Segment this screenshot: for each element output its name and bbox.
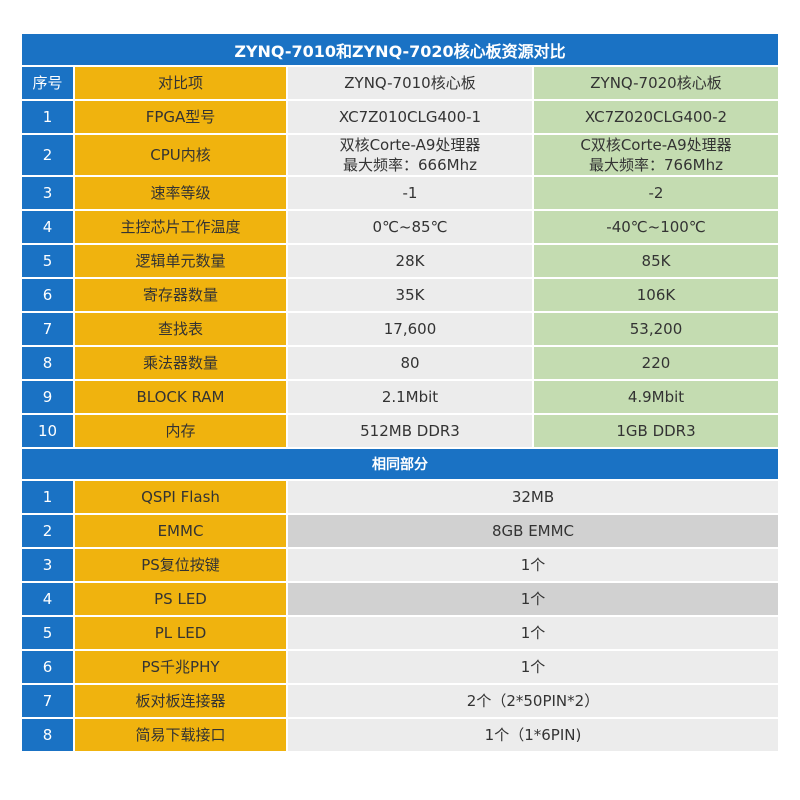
row-zynq7020-value: 220 <box>534 347 778 379</box>
row-item: PL LED <box>75 617 286 649</box>
row-zynq7010-value: 双核Corte-A9处理器 最大频率：666Mhz <box>288 135 532 175</box>
row-no: 4 <box>22 583 73 615</box>
row-no: 6 <box>22 279 73 311</box>
common-value: 2个（2*50PIN*2） <box>288 685 778 717</box>
row-no: 1 <box>22 101 73 133</box>
row-zynq7010-value: 80 <box>288 347 532 379</box>
common-value: 32MB <box>288 481 778 513</box>
row-zynq7020-value: -2 <box>534 177 778 209</box>
row-no: 5 <box>22 617 73 649</box>
common-value: 1个 <box>288 651 778 683</box>
table-title: ZYNQ-7010和ZYNQ-7020核心板资源对比 <box>22 34 778 65</box>
row-item: FPGA型号 <box>75 101 286 133</box>
row-zynq7020-value: -40℃~100℃ <box>534 211 778 243</box>
row-item: 查找表 <box>75 313 286 345</box>
row-no: 3 <box>22 549 73 581</box>
common-row: 8 简易下载接口 1个（1*6PIN) <box>22 719 778 751</box>
common-row: 2 EMMC 8GB EMMC <box>22 515 778 547</box>
row-no: 4 <box>22 211 73 243</box>
common-row: 3 PS复位按键 1个 <box>22 549 778 581</box>
common-value: 1个 <box>288 617 778 649</box>
table-row: 5 逻辑单元数量 28K 85K <box>22 245 778 277</box>
row-no: 3 <box>22 177 73 209</box>
common-row: 6 PS千兆PHY 1个 <box>22 651 778 683</box>
row-item: 速率等级 <box>75 177 286 209</box>
header-zynq7010: ZYNQ-7010核心板 <box>288 67 532 99</box>
row-no: 8 <box>22 719 73 751</box>
table-row: 10 内存 512MB DDR3 1GB DDR3 <box>22 415 778 447</box>
table-row: 8 乘法器数量 80 220 <box>22 347 778 379</box>
row-item: 乘法器数量 <box>75 347 286 379</box>
header-row: 序号 对比项 ZYNQ-7010核心板 ZYNQ-7020核心板 <box>22 67 778 99</box>
common-row: 1 QSPI Flash 32MB <box>22 481 778 513</box>
row-zynq7010-value: -1 <box>288 177 532 209</box>
table-row: 7 查找表 17,600 53,200 <box>22 313 778 345</box>
common-row: 7 板对板连接器 2个（2*50PIN*2） <box>22 685 778 717</box>
header-item: 对比项 <box>75 67 286 99</box>
row-item: QSPI Flash <box>75 481 286 513</box>
row-zynq7020-value: 1GB DDR3 <box>534 415 778 447</box>
common-section-title: 相同部分 <box>22 449 778 479</box>
table-row: 2 CPU内核 双核Corte-A9处理器 最大频率：666Mhz C双核Cor… <box>22 135 778 175</box>
row-item: 简易下载接口 <box>75 719 286 751</box>
header-no: 序号 <box>22 67 73 99</box>
table-row: 6 寄存器数量 35K 106K <box>22 279 778 311</box>
row-no: 10 <box>22 415 73 447</box>
row-no: 7 <box>22 685 73 717</box>
row-zynq7010-value: 2.1Mbit <box>288 381 532 413</box>
row-item: BLOCK RAM <box>75 381 286 413</box>
common-row: 4 PS LED 1个 <box>22 583 778 615</box>
row-zynq7020-value: 4.9Mbit <box>534 381 778 413</box>
row-no: 1 <box>22 481 73 513</box>
row-zynq7010-value: 17,600 <box>288 313 532 345</box>
row-zynq7010-value: 35K <box>288 279 532 311</box>
row-zynq7020-value: 106K <box>534 279 778 311</box>
row-zynq7010-value: 28K <box>288 245 532 277</box>
row-no: 6 <box>22 651 73 683</box>
row-item: 板对板连接器 <box>75 685 286 717</box>
common-value: 1个 <box>288 549 778 581</box>
row-item: CPU内核 <box>75 135 286 175</box>
row-item: PS千兆PHY <box>75 651 286 683</box>
row-zynq7020-value: 85K <box>534 245 778 277</box>
table-row: 4 主控芯片工作温度 0℃~85℃ -40℃~100℃ <box>22 211 778 243</box>
row-item: PS复位按键 <box>75 549 286 581</box>
row-item: 寄存器数量 <box>75 279 286 311</box>
row-zynq7010-value: XC7Z010CLG400-1 <box>288 101 532 133</box>
table-row: 1 FPGA型号 XC7Z010CLG400-1 XC7Z020CLG400-2 <box>22 101 778 133</box>
row-item: 内存 <box>75 415 286 447</box>
table-row: 3 速率等级 -1 -2 <box>22 177 778 209</box>
row-item: 逻辑单元数量 <box>75 245 286 277</box>
common-value: 1个 <box>288 583 778 615</box>
row-no: 2 <box>22 515 73 547</box>
row-no: 9 <box>22 381 73 413</box>
comparison-table: ZYNQ-7010和ZYNQ-7020核心板资源对比 序号 对比项 ZYNQ-7… <box>22 34 778 751</box>
row-item: PS LED <box>75 583 286 615</box>
common-value: 1个（1*6PIN) <box>288 719 778 751</box>
row-no: 2 <box>22 135 73 175</box>
row-item: 主控芯片工作温度 <box>75 211 286 243</box>
row-no: 8 <box>22 347 73 379</box>
common-row: 5 PL LED 1个 <box>22 617 778 649</box>
row-zynq7010-value: 512MB DDR3 <box>288 415 532 447</box>
row-zynq7020-value: C双核Corte-A9处理器 最大频率：766Mhz <box>534 135 778 175</box>
row-no: 7 <box>22 313 73 345</box>
table-row: 9 BLOCK RAM 2.1Mbit 4.9Mbit <box>22 381 778 413</box>
common-value: 8GB EMMC <box>288 515 778 547</box>
row-zynq7020-value: 53,200 <box>534 313 778 345</box>
row-zynq7010-value: 0℃~85℃ <box>288 211 532 243</box>
row-no: 5 <box>22 245 73 277</box>
row-zynq7020-value: XC7Z020CLG400-2 <box>534 101 778 133</box>
header-zynq7020: ZYNQ-7020核心板 <box>534 67 778 99</box>
row-item: EMMC <box>75 515 286 547</box>
